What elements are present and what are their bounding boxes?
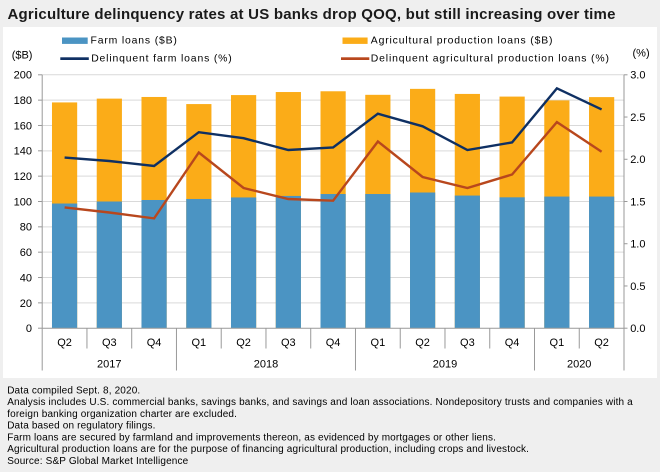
svg-text:2.0: 2.0 — [630, 154, 645, 166]
svg-text:20: 20 — [20, 298, 32, 310]
svg-text:40: 40 — [20, 272, 32, 284]
svg-text:Q2: Q2 — [594, 337, 609, 349]
svg-text:100: 100 — [14, 196, 32, 208]
svg-text:1.5: 1.5 — [630, 196, 645, 208]
svg-text:Agriculture delinquency rates: Agriculture delinquency rates at US bank… — [8, 6, 616, 23]
svg-text:0.0: 0.0 — [630, 323, 645, 335]
svg-text:Q1: Q1 — [191, 337, 206, 349]
svg-text:Agricultural production loans: Agricultural production loans ($B) — [371, 35, 554, 46]
svg-text:2.5: 2.5 — [630, 112, 645, 124]
svg-text:Q1: Q1 — [371, 337, 386, 349]
svg-text:160: 160 — [14, 120, 32, 132]
svg-text:2019: 2019 — [433, 359, 457, 371]
svg-text:Q3: Q3 — [281, 337, 296, 349]
svg-text:Q2: Q2 — [415, 337, 430, 349]
svg-text:Q2: Q2 — [236, 337, 251, 349]
svg-text:Delinquent agricultural produc: Delinquent agricultural production loans… — [371, 54, 610, 65]
svg-text:3.0: 3.0 — [630, 70, 645, 82]
svg-text:0.5: 0.5 — [630, 281, 645, 293]
svg-text:Q1: Q1 — [550, 337, 565, 349]
svg-text:2017: 2017 — [97, 359, 121, 371]
svg-text:60: 60 — [20, 247, 32, 259]
svg-text:Q2: Q2 — [57, 337, 72, 349]
svg-text:Q4: Q4 — [326, 337, 341, 349]
svg-text:foreign banking organization c: foreign banking organization charter are… — [7, 409, 237, 420]
svg-text:2018: 2018 — [254, 359, 278, 371]
svg-text:Source: S&P Global Market Inte: Source: S&P Global Market Intelligence — [7, 456, 188, 467]
svg-text:Q4: Q4 — [505, 337, 520, 349]
svg-text:Delinquent farm loans (%): Delinquent farm loans (%) — [91, 54, 232, 65]
svg-text:200: 200 — [14, 70, 32, 82]
svg-text:0: 0 — [26, 323, 32, 335]
svg-text:Agricultural production loans: Agricultural production loans are for th… — [7, 444, 529, 455]
svg-text:1.0: 1.0 — [630, 239, 645, 251]
svg-text:Data based on regulatory filin: Data based on regulatory filings. — [7, 421, 155, 432]
svg-text:Data compiled Sept. 8, 2020.: Data compiled Sept. 8, 2020. — [7, 385, 140, 396]
svg-text:180: 180 — [14, 95, 32, 107]
svg-text:($B): ($B) — [12, 50, 33, 62]
svg-text:(%): (%) — [633, 48, 650, 60]
svg-text:Q3: Q3 — [460, 337, 475, 349]
svg-text:80: 80 — [20, 222, 32, 234]
svg-text:Farm loans are secured by farm: Farm loans are secured by farmland and i… — [7, 432, 496, 443]
svg-text:2020: 2020 — [567, 359, 591, 371]
svg-text:Q4: Q4 — [147, 337, 162, 349]
svg-text:Q3: Q3 — [102, 337, 117, 349]
svg-text:Farm loans ($B): Farm loans ($B) — [91, 35, 178, 46]
svg-text:140: 140 — [14, 146, 32, 158]
svg-text:Analysis includes U.S. commerc: Analysis includes U.S. commercial banks,… — [7, 397, 633, 408]
svg-text:120: 120 — [14, 171, 32, 183]
